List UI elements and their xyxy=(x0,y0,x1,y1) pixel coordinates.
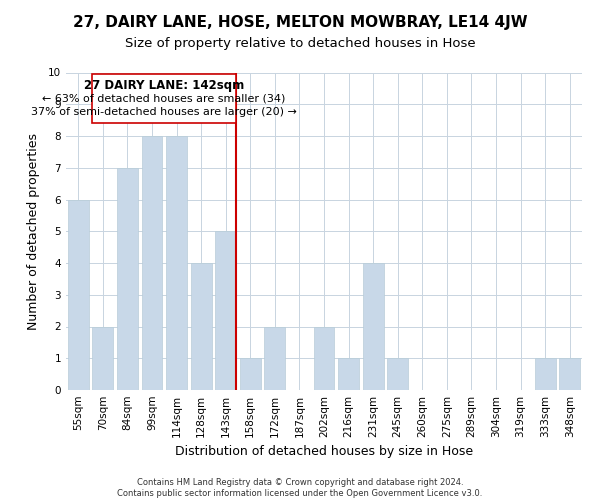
Bar xyxy=(117,168,138,390)
Bar xyxy=(191,263,212,390)
Bar xyxy=(314,326,334,390)
Bar xyxy=(215,231,236,390)
Bar xyxy=(68,200,89,390)
Bar xyxy=(142,136,163,390)
Bar xyxy=(338,358,359,390)
Text: 37% of semi-detached houses are larger (20) →: 37% of semi-detached houses are larger (… xyxy=(31,108,296,118)
FancyBboxPatch shape xyxy=(92,74,236,122)
Bar xyxy=(92,326,113,390)
Text: Size of property relative to detached houses in Hose: Size of property relative to detached ho… xyxy=(125,38,475,51)
Text: Contains HM Land Registry data © Crown copyright and database right 2024.
Contai: Contains HM Land Registry data © Crown c… xyxy=(118,478,482,498)
X-axis label: Distribution of detached houses by size in Hose: Distribution of detached houses by size … xyxy=(175,446,473,458)
Bar xyxy=(166,136,187,390)
Text: 27 DAIRY LANE: 142sqm: 27 DAIRY LANE: 142sqm xyxy=(83,80,244,92)
Text: 27, DAIRY LANE, HOSE, MELTON MOWBRAY, LE14 4JW: 27, DAIRY LANE, HOSE, MELTON MOWBRAY, LE… xyxy=(73,15,527,30)
Y-axis label: Number of detached properties: Number of detached properties xyxy=(26,132,40,330)
Bar xyxy=(362,263,383,390)
Bar xyxy=(559,358,580,390)
Bar xyxy=(240,358,261,390)
Bar xyxy=(265,326,286,390)
Text: ← 63% of detached houses are smaller (34): ← 63% of detached houses are smaller (34… xyxy=(42,94,286,104)
Bar xyxy=(535,358,556,390)
Bar xyxy=(387,358,408,390)
